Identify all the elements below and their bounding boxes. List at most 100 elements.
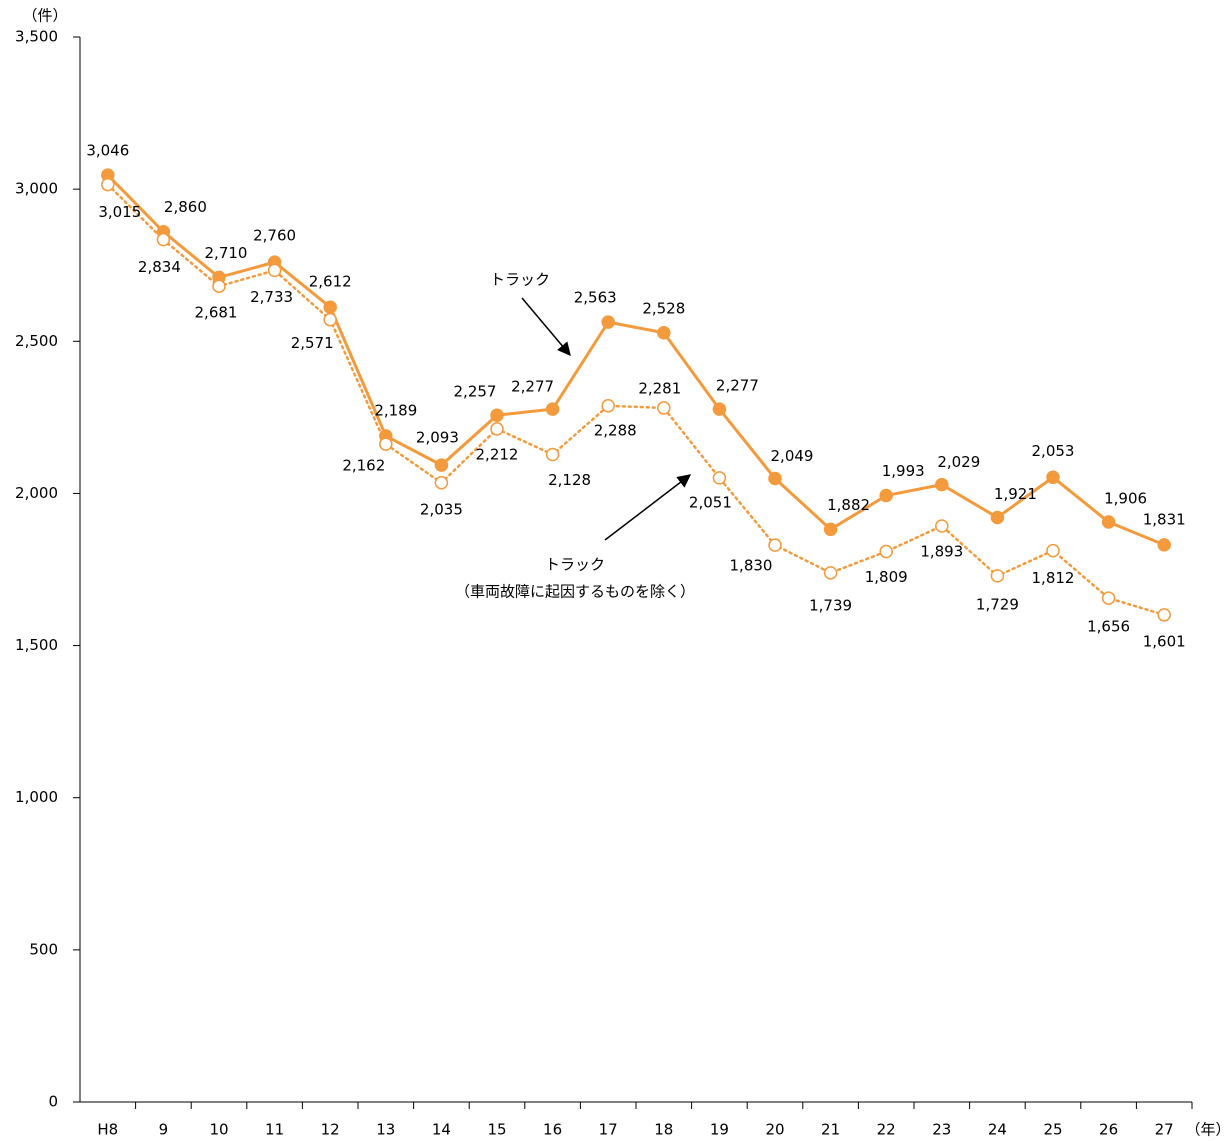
x-tick-label: 27 — [1155, 1121, 1174, 1139]
x-tick-label: 16 — [543, 1121, 562, 1139]
data-point — [601, 315, 615, 329]
data-label: 2,563 — [574, 289, 617, 307]
data-label: 2,212 — [476, 445, 519, 463]
data-point — [657, 326, 671, 340]
data-point — [101, 177, 115, 192]
x-tick-label: 11 — [265, 1121, 284, 1139]
data-point — [823, 522, 838, 537]
x-tick-label: 25 — [1043, 1121, 1062, 1139]
data-label: 1,809 — [865, 568, 908, 586]
x-tick-label: 12 — [321, 1121, 340, 1139]
data-label: 3,046 — [86, 142, 129, 160]
data-label: 2,189 — [374, 401, 417, 419]
data-label: 1,729 — [976, 595, 1019, 613]
annotation-arrow — [604, 474, 692, 541]
data-label: 2,053 — [1032, 442, 1075, 460]
data-label: 1,906 — [1104, 490, 1147, 508]
x-tick-label: 13 — [376, 1121, 395, 1139]
data-label: 1,993 — [882, 462, 925, 480]
data-label: 1,739 — [809, 596, 852, 614]
x-tick-label: 22 — [877, 1121, 896, 1139]
data-point — [990, 510, 1005, 525]
y-tick-label: 0 — [48, 1093, 58, 1111]
y-unit: （件） — [22, 7, 67, 25]
data-point — [323, 312, 337, 327]
data-point — [768, 538, 782, 552]
series-line — [106, 183, 1166, 617]
x-unit: （年） — [1185, 1121, 1230, 1139]
data-point — [712, 471, 727, 485]
data-label: 2,528 — [642, 299, 685, 317]
series-line — [106, 173, 1166, 547]
data-point — [434, 476, 449, 490]
y-tick-label: 1,500 — [15, 636, 58, 654]
series-label: トラック — [490, 271, 550, 289]
data-point — [1101, 591, 1116, 605]
data-point — [490, 422, 504, 436]
data-point — [657, 401, 671, 415]
x-tick-label: 18 — [654, 1121, 673, 1139]
data-label: 2,612 — [309, 273, 352, 291]
data-point — [601, 399, 615, 413]
data-point — [768, 471, 782, 486]
data-label: 2,681 — [195, 304, 238, 322]
data-label: 2,288 — [594, 421, 637, 439]
x-tick-label: 17 — [599, 1121, 618, 1139]
data-label: 2,035 — [420, 500, 463, 518]
x-tick-label: 21 — [821, 1121, 840, 1139]
data-label: 2,162 — [342, 457, 385, 475]
data-label: 1,812 — [1032, 569, 1075, 587]
data-label: 2,281 — [638, 379, 681, 397]
x-tick-label: 23 — [932, 1121, 951, 1139]
x-tick-label: 26 — [1099, 1121, 1118, 1139]
series-label: （車両故障に起因するものを除く） — [455, 583, 695, 601]
data-point — [379, 437, 393, 451]
data-label: 2,277 — [511, 378, 554, 396]
data-point — [990, 569, 1005, 583]
data-point — [1046, 470, 1060, 485]
data-point — [1157, 608, 1171, 622]
data-label: 1,831 — [1143, 510, 1186, 528]
x-tick-label: 14 — [432, 1121, 451, 1139]
x-tick-label: 24 — [988, 1121, 1007, 1139]
data-point — [267, 263, 282, 278]
data-point — [879, 544, 893, 559]
data-point — [490, 408, 504, 422]
y-tick-label: 2,500 — [15, 332, 58, 350]
data-point — [823, 566, 838, 580]
x-tick-label: 15 — [487, 1121, 506, 1139]
x-tick-label: 20 — [765, 1121, 784, 1139]
x-tick-label: 10 — [209, 1121, 228, 1139]
series-label: トラック — [545, 556, 605, 574]
data-point — [1157, 538, 1171, 552]
data-point — [545, 447, 560, 462]
data-label: 2,049 — [771, 447, 814, 465]
data-point — [212, 279, 226, 293]
data-label: 2,257 — [454, 383, 497, 401]
x-tick-label: 9 — [159, 1121, 169, 1139]
data-point — [434, 458, 449, 472]
data-label: 3,015 — [98, 203, 141, 221]
x-tick-label: H8 — [97, 1121, 118, 1139]
data-label: 1,830 — [730, 557, 773, 575]
data-point — [1101, 515, 1116, 529]
data-point — [156, 232, 171, 247]
data-label: 2,733 — [250, 288, 293, 306]
y-tick-label: 3,500 — [15, 28, 58, 46]
data-point — [545, 402, 560, 416]
data-point — [935, 519, 949, 533]
data-label: 1,656 — [1087, 618, 1130, 636]
y-tick-label: 1,000 — [15, 788, 58, 806]
data-label: 2,571 — [291, 334, 334, 352]
annotation-arrow — [521, 297, 571, 357]
y-tick-label: 500 — [29, 940, 58, 958]
data-label: 1,921 — [994, 485, 1037, 503]
data-point — [935, 477, 949, 492]
data-label: 1,882 — [827, 496, 870, 514]
data-point — [879, 488, 893, 503]
y-tick-label: 2,000 — [15, 484, 58, 502]
data-label: 1,601 — [1143, 632, 1186, 650]
data-point — [712, 402, 727, 416]
data-label: 2,277 — [716, 377, 759, 395]
